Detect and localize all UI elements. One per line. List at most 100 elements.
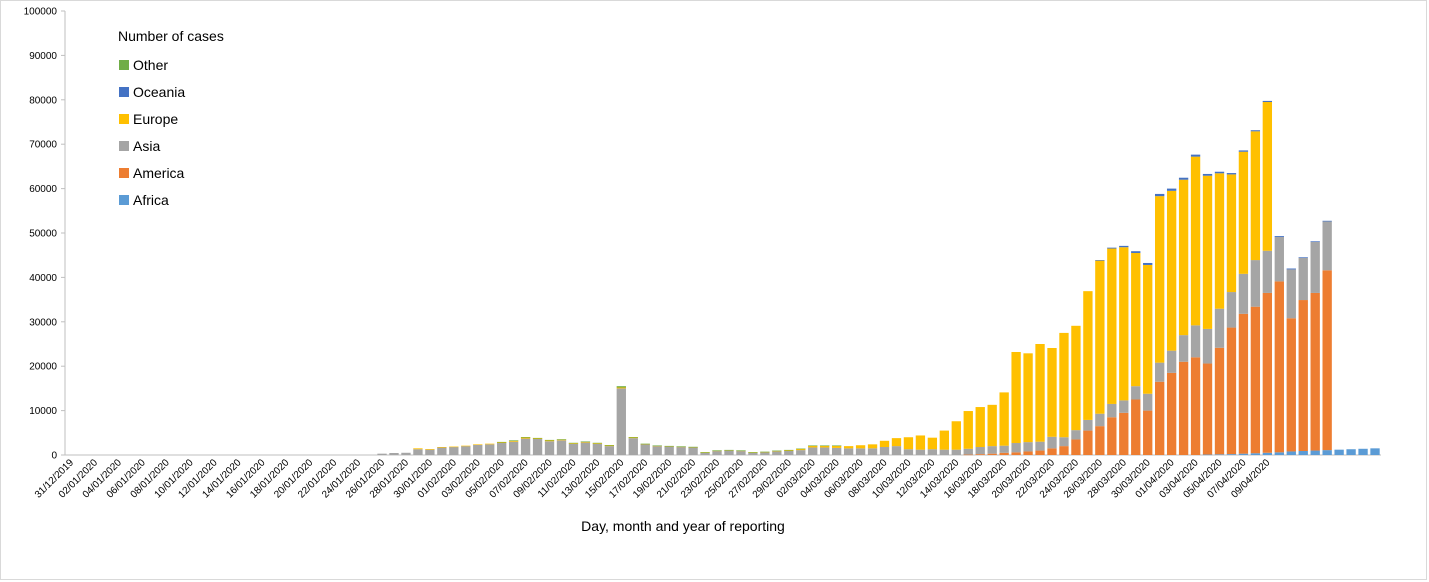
bar-segment-america bbox=[1226, 327, 1237, 455]
legend-swatch-asia bbox=[119, 141, 129, 151]
bar-segment-oceania bbox=[1202, 173, 1213, 176]
bar-segment-europe bbox=[1023, 353, 1033, 443]
bar-segment-asia bbox=[843, 448, 854, 455]
bar-segment-america bbox=[1202, 363, 1213, 455]
bar-segment-asia bbox=[544, 441, 555, 455]
bar-segment-asia bbox=[939, 449, 949, 455]
bar-segment-europe bbox=[580, 441, 591, 443]
bar-segment-europe bbox=[927, 437, 938, 450]
bar-segment-other bbox=[640, 443, 650, 445]
bar-segment-europe bbox=[1214, 173, 1225, 309]
bar-segment-other bbox=[808, 445, 818, 447]
bar-segment-america bbox=[1155, 381, 1165, 455]
bar-segment-europe bbox=[556, 439, 567, 441]
bar-segment-america bbox=[1083, 430, 1093, 455]
bar-segment-oceania bbox=[1155, 193, 1165, 197]
bar-segment-asia bbox=[568, 443, 579, 455]
bar-segment-asia bbox=[580, 442, 591, 455]
bar-segment-asia bbox=[1143, 393, 1153, 411]
y-tick-label: 80000 bbox=[29, 95, 57, 106]
bar-segment-africa bbox=[1250, 453, 1261, 455]
bar-segment-asia bbox=[760, 452, 770, 455]
bar-segment-other bbox=[508, 440, 519, 441]
legend-label-oceania: Oceania bbox=[133, 84, 185, 100]
bar-segment-asia bbox=[1023, 442, 1033, 452]
y-tick-label: 0 bbox=[51, 451, 57, 462]
bar-segment-oceania bbox=[1214, 171, 1225, 174]
bar-segment-america bbox=[1166, 372, 1177, 455]
bar-segment-oceania bbox=[1310, 241, 1320, 242]
bar-segment-europe bbox=[1059, 332, 1069, 438]
bar-segment-asia bbox=[927, 449, 938, 455]
bar-segment-asia bbox=[903, 449, 914, 455]
bars-layer bbox=[377, 100, 1380, 456]
bar-segment-america bbox=[975, 454, 985, 455]
bar-segment-europe bbox=[413, 448, 423, 450]
bar-segment-asia bbox=[712, 451, 722, 455]
bar-segment-asia bbox=[1322, 221, 1332, 271]
bar-segment-europe bbox=[855, 445, 866, 449]
bar-segment-other bbox=[616, 386, 626, 388]
bar-segment-europe bbox=[784, 450, 794, 452]
bar-segment-america bbox=[1011, 452, 1021, 455]
bar-segment-europe bbox=[461, 445, 471, 447]
bar-segment-europe bbox=[808, 445, 818, 448]
bar-segment-asia bbox=[1119, 400, 1129, 413]
bar-segment-oceania bbox=[1238, 150, 1249, 152]
bar-segment-asia bbox=[1047, 436, 1057, 449]
bar-segment-other bbox=[592, 442, 603, 444]
bar-segment-oceania bbox=[1226, 173, 1237, 175]
bar-segment-asia bbox=[1166, 350, 1177, 373]
bar-segment-america bbox=[987, 453, 997, 455]
bar-segment-other bbox=[820, 445, 830, 447]
bar-segment-africa bbox=[1298, 451, 1308, 455]
bar-segment-asia bbox=[1083, 419, 1093, 431]
bar-segment-europe bbox=[449, 446, 459, 448]
bar-segment-asia bbox=[377, 453, 387, 455]
bar-segment-africa bbox=[1346, 449, 1356, 455]
bar-segment-africa bbox=[1274, 452, 1284, 455]
bar-segment-oceania bbox=[1262, 100, 1273, 103]
bar-segment-europe bbox=[999, 392, 1009, 446]
bar-segment-asia bbox=[820, 447, 830, 455]
bar-segment-asia bbox=[413, 449, 423, 455]
legend-title: Number of cases bbox=[118, 28, 224, 44]
bar-segment-other bbox=[772, 450, 782, 452]
bar-segment-america bbox=[1178, 361, 1189, 455]
bar-segment-africa bbox=[1202, 454, 1213, 456]
bar-segment-asia bbox=[1286, 269, 1296, 319]
bar-segment-asia bbox=[473, 444, 483, 455]
bar-segment-europe bbox=[508, 440, 519, 442]
bar-segment-asia bbox=[401, 452, 411, 455]
bar-segment-europe bbox=[628, 437, 638, 439]
bar-segment-oceania bbox=[1131, 251, 1141, 253]
bar-segment-europe bbox=[987, 404, 997, 447]
y-tick-label: 100000 bbox=[24, 7, 58, 18]
bar-segment-asia bbox=[640, 444, 650, 455]
x-axis: 31/12/201902/01/202004/01/202006/01/2020… bbox=[33, 454, 1381, 501]
bar-segment-asia bbox=[1226, 292, 1237, 328]
bar-segment-asia bbox=[796, 450, 806, 455]
bar-segment-asia bbox=[688, 447, 698, 455]
bar-segment-asia bbox=[891, 446, 902, 455]
bar-segment-asia bbox=[532, 439, 543, 455]
legend-label-asia: Asia bbox=[133, 138, 160, 154]
bar-segment-asia bbox=[616, 388, 626, 455]
bar-segment-oceania bbox=[1107, 247, 1117, 249]
bar-segment-other bbox=[784, 449, 794, 451]
y-tick-label: 10000 bbox=[29, 406, 57, 417]
bar-segment-africa bbox=[1310, 450, 1320, 455]
bar-segment-asia bbox=[1178, 335, 1189, 362]
bar-segment-america bbox=[1190, 357, 1201, 455]
bar-segment-asia bbox=[1107, 403, 1117, 418]
legend-label-other: Other bbox=[133, 57, 168, 73]
bar-segment-other bbox=[604, 445, 615, 446]
bar-segment-asia bbox=[1262, 250, 1273, 293]
bar-segment-other bbox=[568, 442, 579, 444]
bar-segment-asia bbox=[999, 445, 1009, 453]
x-axis-title: Day, month and year of reporting bbox=[581, 518, 785, 534]
bar-segment-africa bbox=[1214, 454, 1225, 455]
bar-segment-europe bbox=[1083, 291, 1093, 420]
